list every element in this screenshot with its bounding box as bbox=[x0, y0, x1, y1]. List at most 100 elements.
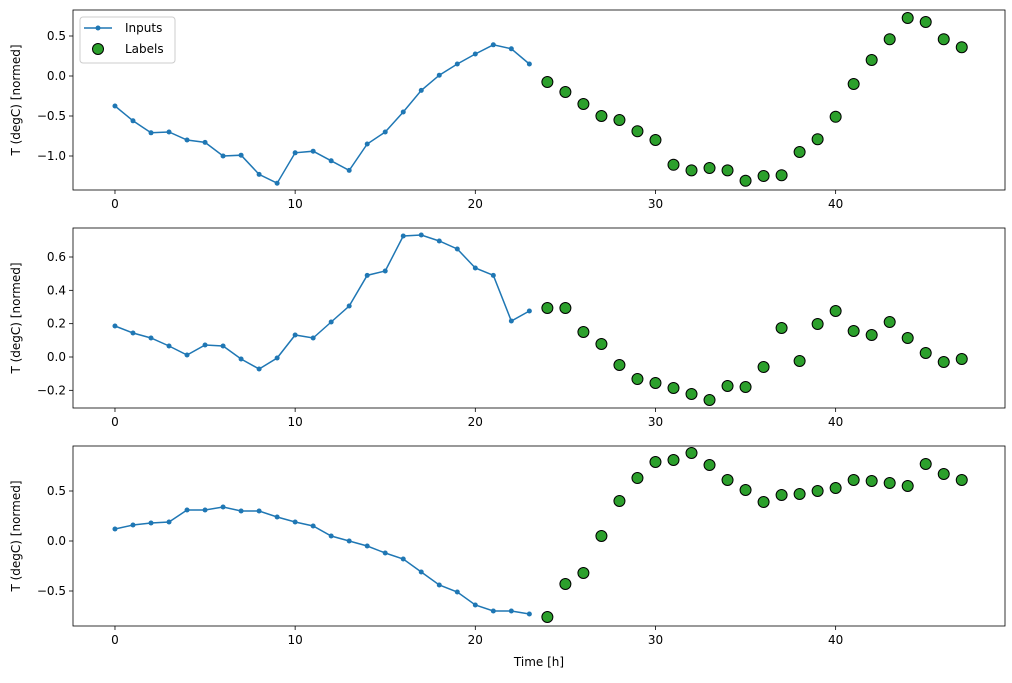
labels-point bbox=[919, 458, 932, 470]
inputs-point bbox=[184, 352, 190, 358]
labels-point bbox=[577, 567, 590, 579]
labels-point bbox=[955, 353, 968, 365]
labels-point bbox=[829, 305, 842, 317]
inputs-point bbox=[346, 167, 352, 173]
labels-point bbox=[937, 468, 950, 480]
labels-point bbox=[577, 98, 590, 110]
labels-point bbox=[919, 347, 932, 359]
labels-point bbox=[793, 146, 806, 158]
inputs-point bbox=[490, 272, 496, 278]
inputs-point bbox=[274, 180, 280, 186]
labels-point bbox=[847, 325, 860, 337]
labels-point bbox=[703, 162, 716, 174]
x-axis-label: Time [h] bbox=[513, 655, 564, 669]
labels-point bbox=[955, 474, 968, 486]
inputs-point bbox=[256, 366, 262, 372]
y-tick-label: 0.2 bbox=[47, 317, 66, 331]
x-tick-label: 40 bbox=[828, 197, 843, 211]
labels-point bbox=[883, 477, 896, 489]
labels-point bbox=[721, 474, 734, 486]
labels-point bbox=[901, 12, 914, 24]
y-axis-label: T (degC) [normed] bbox=[9, 262, 23, 374]
y-tick-label: −0.2 bbox=[37, 383, 66, 397]
inputs-point bbox=[454, 589, 460, 595]
y-axis-label: T (degC) [normed] bbox=[9, 480, 23, 592]
labels-point bbox=[541, 611, 554, 623]
labels-point bbox=[631, 472, 644, 484]
labels-point bbox=[793, 355, 806, 367]
y-tick-label: 0.4 bbox=[47, 283, 66, 297]
labels-point bbox=[631, 125, 644, 138]
subplot-2: 0 10 20 30 40 −0.2 0.0 0.2 0.4 0.6 T (degC) [norme… bbox=[9, 227, 1006, 429]
labels-point bbox=[883, 316, 896, 328]
inputs-point bbox=[238, 152, 244, 158]
inputs-point bbox=[382, 129, 388, 135]
labels-point bbox=[775, 489, 788, 501]
inputs-point bbox=[184, 507, 190, 513]
inputs-point bbox=[454, 246, 460, 252]
labels-point bbox=[649, 456, 662, 468]
labels-point bbox=[613, 359, 626, 371]
labels-point bbox=[685, 164, 698, 177]
inputs-point bbox=[166, 519, 172, 525]
y-tick-label: 0.0 bbox=[47, 350, 66, 364]
inputs-point bbox=[490, 608, 496, 614]
inputs-point bbox=[202, 342, 208, 348]
inputs-point bbox=[220, 153, 226, 159]
inputs-point bbox=[148, 335, 154, 341]
labels-point bbox=[613, 114, 626, 126]
labels-point bbox=[937, 356, 950, 368]
labels-point bbox=[757, 170, 770, 182]
x-tick-label: 0 bbox=[111, 633, 119, 647]
inputs-point bbox=[130, 118, 136, 124]
labels-point bbox=[919, 16, 932, 28]
x-tick-label: 10 bbox=[288, 197, 303, 211]
x-tick-label: 30 bbox=[648, 197, 663, 211]
labels-point bbox=[829, 482, 842, 494]
labels-point bbox=[901, 332, 914, 344]
inputs-point bbox=[526, 611, 532, 617]
inputs-point bbox=[436, 72, 442, 78]
x-tick-label: 20 bbox=[468, 415, 483, 429]
labels-point bbox=[631, 373, 644, 385]
inputs-point bbox=[400, 556, 406, 562]
inputs-point bbox=[310, 523, 316, 529]
labels-point bbox=[595, 110, 608, 122]
inputs-point bbox=[508, 608, 514, 614]
inputs-point bbox=[220, 343, 226, 349]
labels-point bbox=[559, 578, 572, 590]
labels-point bbox=[757, 361, 770, 373]
inputs-point bbox=[238, 508, 244, 514]
inputs-point bbox=[364, 272, 370, 278]
labels-point bbox=[811, 485, 824, 497]
labels-point bbox=[721, 164, 734, 177]
inputs-point bbox=[328, 533, 334, 539]
labels-point bbox=[775, 322, 788, 334]
inputs-point bbox=[256, 508, 262, 514]
inputs-point bbox=[454, 61, 460, 67]
inputs-point bbox=[274, 514, 280, 520]
subplot-1: 0 10 20 30 40 −1.0 −0.5 0.0 0.5 T (degC) [normed]… bbox=[9, 9, 1006, 211]
inputs-point bbox=[436, 582, 442, 588]
x-tick-label: 40 bbox=[828, 415, 843, 429]
y-tick-label: −0.5 bbox=[37, 584, 66, 598]
inputs-point bbox=[202, 507, 208, 513]
inputs-point bbox=[166, 343, 172, 349]
labels-point bbox=[559, 86, 572, 98]
inputs-point bbox=[184, 137, 190, 143]
labels-point bbox=[811, 133, 824, 146]
x-tick-label: 30 bbox=[648, 415, 663, 429]
inputs-point bbox=[382, 268, 388, 274]
labels-point bbox=[649, 377, 662, 389]
inputs-point bbox=[238, 356, 244, 362]
inputs-point bbox=[148, 130, 154, 136]
x-tick-label: 40 bbox=[828, 633, 843, 647]
legend-inputs-marker-icon bbox=[95, 25, 101, 31]
labels-point bbox=[739, 174, 752, 187]
legend-labels-label: Labels bbox=[125, 42, 164, 56]
inputs-point bbox=[256, 171, 262, 177]
x-tick-label: 0 bbox=[111, 415, 119, 429]
labels-point bbox=[595, 530, 608, 542]
inputs-point bbox=[292, 150, 298, 156]
